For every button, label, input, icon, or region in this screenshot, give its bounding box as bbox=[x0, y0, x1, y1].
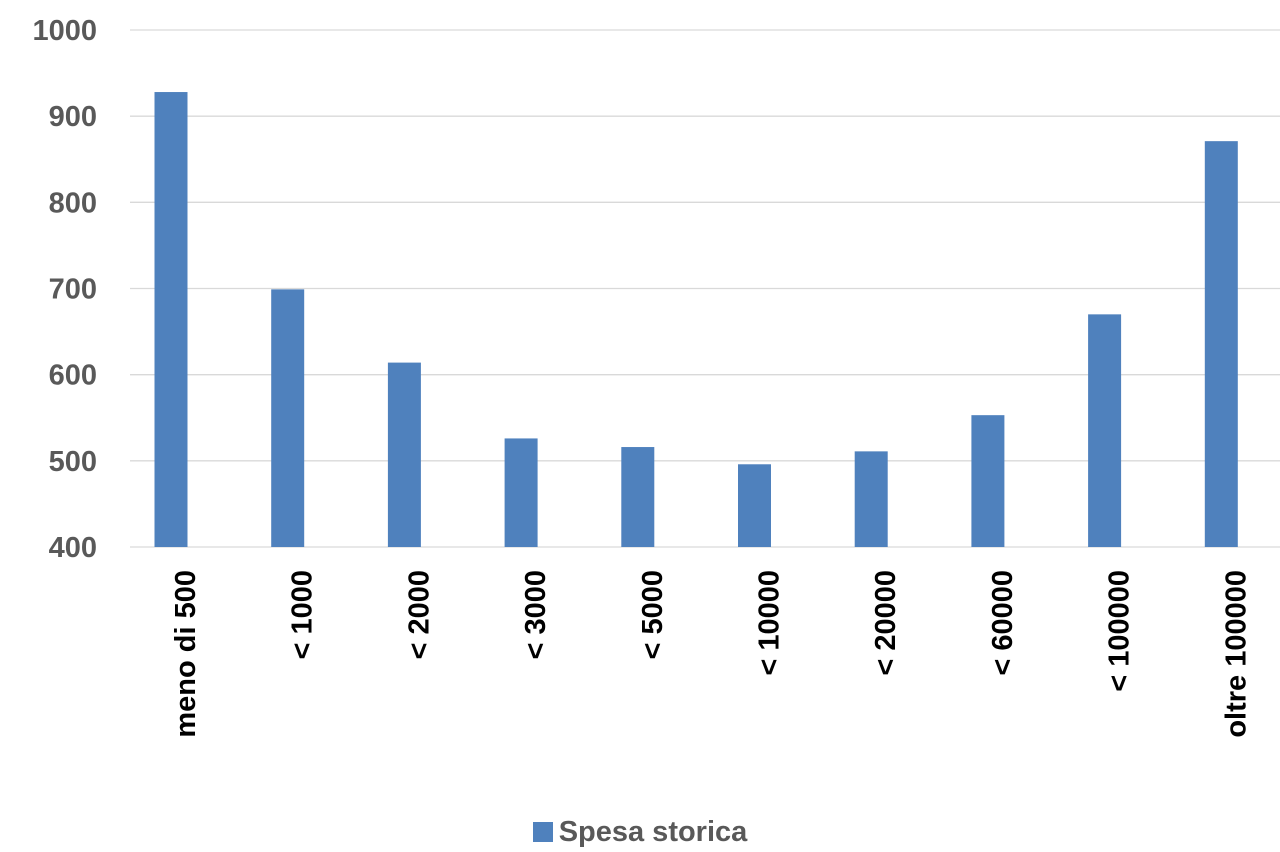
y-tick-label: 1000 bbox=[32, 15, 97, 47]
x-tick-label: < 3000 bbox=[520, 570, 552, 660]
y-tick-label: 500 bbox=[49, 446, 97, 478]
bar bbox=[387, 362, 421, 547]
y-tick-label: 900 bbox=[49, 101, 97, 133]
bar bbox=[971, 415, 1005, 547]
bar bbox=[154, 92, 188, 547]
bars bbox=[154, 92, 1238, 547]
x-tick-label: < 5000 bbox=[637, 570, 669, 660]
y-axis-ticks: 400 500 600 700 800 900 1000 bbox=[32, 15, 97, 564]
x-tick-label: < 100000 bbox=[1104, 570, 1136, 692]
bar bbox=[621, 447, 655, 547]
x-tick-label: < 1000 bbox=[287, 570, 319, 660]
x-tick-label: < 10000 bbox=[754, 570, 786, 676]
x-tick-label: oltre 100000 bbox=[1220, 570, 1252, 738]
bar bbox=[271, 289, 305, 547]
bar bbox=[738, 464, 771, 547]
bar bbox=[504, 438, 538, 547]
y-tick-label: 800 bbox=[49, 187, 97, 219]
bar bbox=[1088, 314, 1122, 547]
chart-canvas: 400 500 600 700 800 900 1000 meno di 500 < 1000… bbox=[32, 15, 1280, 738]
x-tick-label: meno di 500 bbox=[170, 570, 202, 738]
x-tick-label: < 60000 bbox=[987, 570, 1019, 676]
legend-label: Spesa storica bbox=[558, 815, 748, 848]
y-tick-label: 400 bbox=[49, 532, 97, 564]
gridlines bbox=[130, 29, 1280, 548]
y-tick-label: 700 bbox=[49, 274, 97, 306]
bar bbox=[1204, 141, 1238, 547]
bar bbox=[854, 451, 888, 547]
legend-swatch bbox=[532, 822, 553, 842]
legend: Spesa storica bbox=[0, 812, 1280, 852]
y-tick-label: 600 bbox=[49, 360, 97, 392]
x-tick-label: < 20000 bbox=[870, 570, 902, 676]
x-axis-ticks: meno di 500 < 1000 < 2000 < 3000 < 5000 < 100… bbox=[170, 570, 1252, 738]
x-tick-label: < 2000 bbox=[403, 570, 435, 660]
